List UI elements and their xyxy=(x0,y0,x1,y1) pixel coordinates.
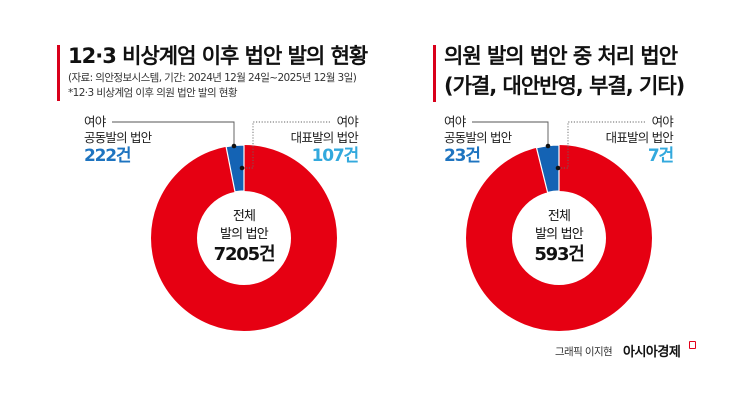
left-chart-note: *12·3 비상계엄 이후 의원 법안 발의 현황 xyxy=(68,87,238,99)
right-rep-label-line2: 대표발의 법안 xyxy=(605,130,674,145)
left-rep-label-line2: 대표발의 법안 xyxy=(290,130,359,145)
right-joint-label-line2: 공동발의 법안 xyxy=(444,130,512,145)
right-joint-label-line1: 여야 xyxy=(444,114,466,129)
left-center-line2: 발의 법안 xyxy=(220,227,269,242)
graphic-credit: 그래픽 이지현 xyxy=(555,346,613,358)
left-center-line1: 전체 xyxy=(232,209,256,224)
right-center-total: 593건 xyxy=(534,244,585,265)
left-joint-value: 222건 xyxy=(84,146,132,166)
right-chart-title-line2: (가결, 대안반영, 부결, 기타) xyxy=(444,74,685,98)
left-center-total: 7205건 xyxy=(213,244,276,265)
right-joint-value: 23건 xyxy=(444,146,481,166)
right-donut-center-label: 전체 발의 법안 593건 xyxy=(509,208,609,266)
left-donut-joint-slice xyxy=(225,144,245,193)
left-chart-source: (자료: 의안정보시스템, 기간: 2024년 12월 24일~2025년 12… xyxy=(68,72,357,84)
right-title-accent-bar xyxy=(433,45,436,102)
left-joint-label-line1: 여야 xyxy=(84,114,106,129)
left-joint-leader-dot xyxy=(231,143,237,149)
right-chart-title-line1: 의원 발의 법안 중 처리 법안 xyxy=(444,44,678,68)
right-donut-joint-slice xyxy=(535,144,560,194)
left-donut-center-label: 전체 발의 법안 7205건 xyxy=(194,208,294,266)
right-center-line1: 전체 xyxy=(547,209,571,224)
right-center-line2: 발의 법안 xyxy=(535,227,584,242)
left-chart-title: 12·3 비상계엄 이후 법안 발의 현황 xyxy=(68,44,368,68)
right-rep-label-line1: 여야 xyxy=(651,114,674,129)
right-rep-leader-dot xyxy=(555,165,561,171)
brand-logo-mark-icon xyxy=(689,341,696,349)
left-rep-leader-dot xyxy=(239,165,245,171)
right-rep-value: 7건 xyxy=(647,146,674,166)
left-rep-value: 107건 xyxy=(311,146,360,166)
left-title-accent-bar xyxy=(57,45,60,101)
left-joint-leader-line xyxy=(112,121,235,146)
right-joint-leader-dot xyxy=(545,143,551,149)
right-joint-leader-line xyxy=(472,121,549,146)
left-joint-label-line2: 공동발의 법안 xyxy=(84,130,152,145)
left-rep-label-line1: 여야 xyxy=(336,114,359,129)
brand-logo-text: 아시아경제 xyxy=(623,345,681,360)
